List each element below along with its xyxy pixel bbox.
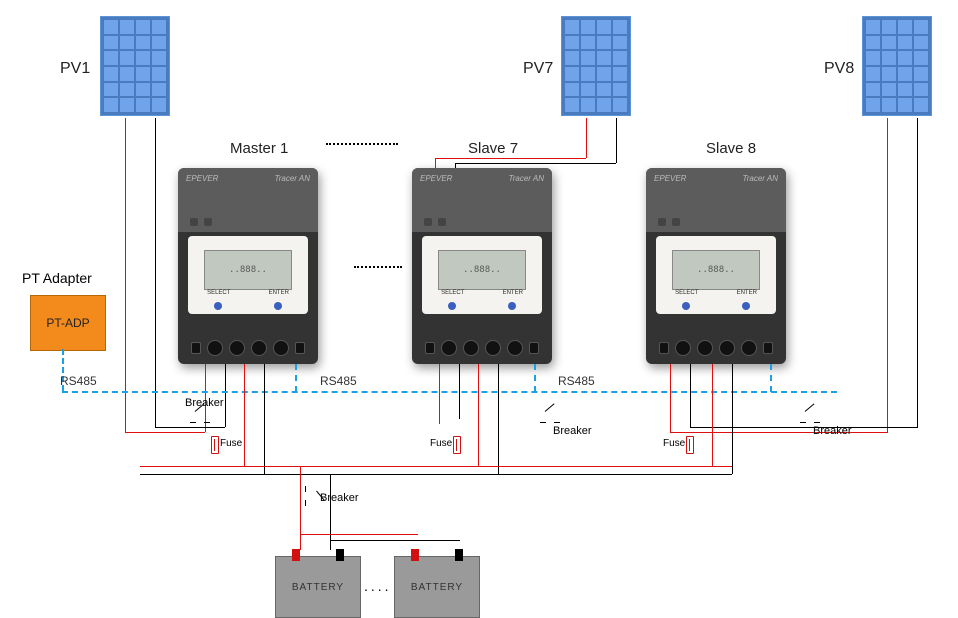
lcd-icon: ..888.. — [204, 250, 292, 290]
pv8-breaker-icon — [800, 412, 820, 424]
battery-ellipsis: .... — [364, 578, 392, 594]
pv1-pos-wire — [125, 118, 126, 433]
slave8-label: Slave 8 — [706, 140, 756, 157]
fuse3-label: Fuse — [663, 438, 685, 449]
fuse3-icon — [686, 436, 694, 454]
pv7-breaker-icon — [540, 412, 560, 424]
battery-neg-bus — [140, 474, 732, 475]
rs485-label-3: RS485 — [558, 374, 595, 388]
fuse2-icon — [453, 436, 461, 454]
pt-adapter-label: PT Adapter — [22, 270, 92, 286]
fuse1-icon — [211, 436, 219, 454]
pv1-breaker-icon — [190, 412, 210, 424]
pv1-neg-wire — [155, 118, 156, 428]
rs485-label-1: RS485 — [60, 374, 97, 388]
rs485-label-2: RS485 — [320, 374, 357, 388]
pv1-breaker-label: Breaker — [185, 397, 224, 409]
pv-ellipsis — [326, 143, 398, 145]
pv8-breaker-label: Breaker — [813, 425, 852, 437]
controller-master1: EPEVERTracer AN ..888.. SELECTENTER — [178, 168, 318, 364]
pv-panel-1 — [100, 16, 170, 116]
controller-slave8: EPEVERTracer AN ..888.. SELECTENTER — [646, 168, 786, 364]
pv7-label: PV7 — [523, 60, 553, 78]
pv-panel-7 — [561, 16, 631, 116]
battery-pos-bus — [140, 466, 732, 467]
battery-breaker-label: Breaker — [320, 492, 359, 504]
pv-panel-8 — [862, 16, 932, 116]
pv1-pos-run — [125, 432, 205, 433]
master1-label: Master 1 — [230, 140, 288, 157]
wiring-diagram: PV1 PV7 PV8 Master 1 Slave 7 Slave 8 EPE… — [0, 0, 958, 618]
fuse2-label: Fuse — [430, 438, 452, 449]
pv7-breaker-label: Breaker — [553, 425, 592, 437]
controller-slave7: EPEVERTracer AN ..888.. SELECTENTER — [412, 168, 552, 364]
battery-2: BATTERY — [394, 556, 480, 618]
pv8-label: PV8 — [824, 60, 854, 78]
slave7-label: Slave 7 — [468, 140, 518, 157]
pv1-label: PV1 — [60, 60, 90, 78]
lcd-icon: ..888.. — [672, 250, 760, 290]
ctrl-ellipsis — [354, 266, 402, 268]
battery-1: BATTERY — [275, 556, 361, 618]
pt-adapter-box: PT-ADP — [30, 295, 106, 351]
lcd-icon: ..888.. — [438, 250, 526, 290]
battery-breaker-icon — [304, 486, 316, 506]
fuse1-label: Fuse — [220, 438, 242, 449]
